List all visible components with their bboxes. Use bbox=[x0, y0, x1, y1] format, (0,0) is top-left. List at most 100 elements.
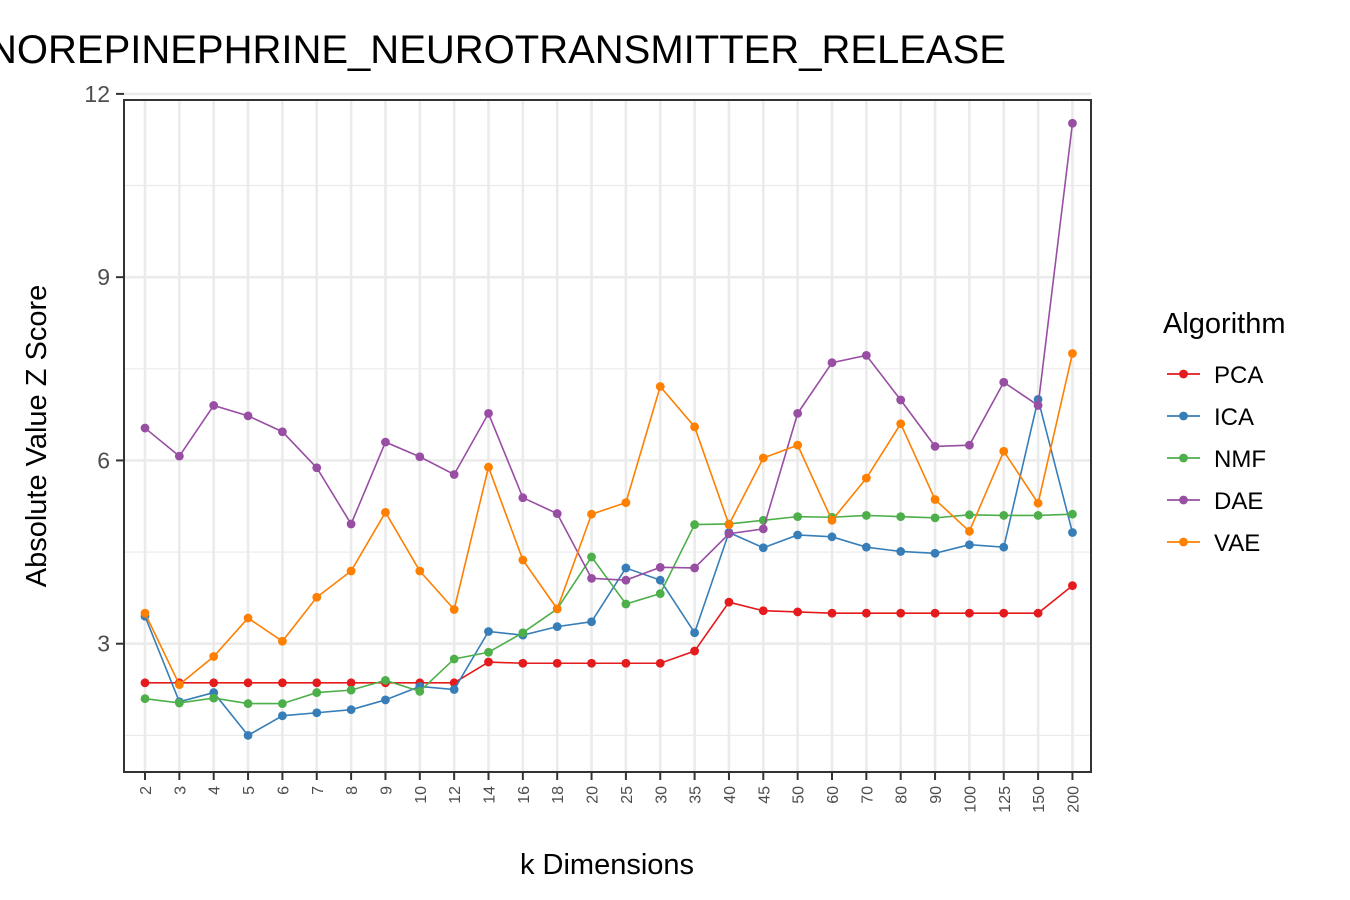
x-tick-label: 12 bbox=[447, 786, 464, 804]
x-tick-label: 16 bbox=[516, 786, 533, 804]
data-point-nmf bbox=[1033, 511, 1043, 520]
data-point-vae bbox=[793, 440, 803, 450]
legend-title: Algorithm bbox=[1163, 308, 1286, 340]
data-point-nmf bbox=[484, 647, 493, 657]
data-point-vae bbox=[655, 382, 665, 391]
data-point-pca bbox=[861, 608, 871, 618]
data-point-vae bbox=[346, 566, 356, 576]
data-point-nmf bbox=[1068, 509, 1077, 519]
data-point-dae bbox=[415, 452, 425, 462]
data-point-pca bbox=[930, 608, 940, 618]
legend-item-ica: ICA bbox=[1167, 404, 1254, 431]
data-point-dae bbox=[484, 408, 493, 418]
data-point-dae bbox=[896, 395, 906, 405]
legend-label: ICA bbox=[1214, 404, 1254, 431]
data-point-dae bbox=[861, 350, 871, 360]
data-point-nmf bbox=[896, 512, 906, 522]
data-point-dae bbox=[999, 377, 1009, 387]
y-tick-label: 3 bbox=[97, 631, 110, 657]
data-point-ica bbox=[690, 628, 699, 638]
data-point-dae bbox=[965, 440, 974, 450]
data-point-vae bbox=[621, 498, 631, 507]
x-tick-label: 125 bbox=[997, 786, 1014, 813]
data-point-pca bbox=[999, 608, 1009, 618]
x-tick-label: 35 bbox=[688, 786, 705, 804]
data-point-dae bbox=[518, 493, 528, 503]
data-point-pca bbox=[587, 658, 596, 668]
data-point-pca bbox=[965, 608, 974, 618]
data-point-pca bbox=[793, 607, 803, 617]
data-point-vae bbox=[381, 507, 390, 517]
data-point-nmf bbox=[690, 520, 699, 529]
legend-key-point bbox=[1179, 369, 1188, 379]
data-point-vae bbox=[930, 495, 940, 504]
x-tick-label: 30 bbox=[653, 786, 670, 804]
data-point-pca bbox=[278, 678, 287, 688]
data-point-ica bbox=[965, 540, 974, 550]
data-point-nmf bbox=[415, 686, 425, 696]
data-point-pca bbox=[724, 597, 734, 607]
data-point-ica bbox=[793, 530, 803, 540]
data-point-vae bbox=[896, 419, 906, 429]
data-point-dae bbox=[1068, 118, 1077, 128]
x-tick-label: 10 bbox=[413, 786, 430, 804]
data-point-dae bbox=[140, 423, 150, 433]
x-tick-label: 4 bbox=[207, 786, 224, 795]
data-point-ica bbox=[758, 543, 768, 553]
data-point-pca bbox=[758, 606, 768, 616]
x-tick-label: 18 bbox=[550, 786, 567, 804]
series-nmf bbox=[140, 509, 1077, 708]
x-tick-label: 5 bbox=[241, 786, 258, 795]
data-point-nmf bbox=[930, 513, 940, 523]
y-tick-label: 12 bbox=[84, 81, 110, 107]
data-point-pca bbox=[655, 658, 665, 668]
x-tick-label: 6 bbox=[275, 786, 292, 795]
x-tick-label: 90 bbox=[928, 786, 945, 804]
data-point-dae bbox=[278, 427, 287, 437]
data-point-vae bbox=[758, 453, 768, 463]
data-point-pca bbox=[621, 658, 631, 668]
data-point-ica bbox=[621, 563, 631, 573]
data-point-nmf bbox=[999, 511, 1009, 520]
data-point-pca bbox=[1068, 581, 1077, 591]
series-vae bbox=[140, 349, 1077, 690]
data-point-dae bbox=[552, 509, 562, 518]
x-tick-label: 50 bbox=[791, 786, 808, 804]
data-point-ica bbox=[312, 708, 322, 718]
x-tick-label: 200 bbox=[1065, 786, 1082, 813]
x-tick-label: 45 bbox=[756, 786, 773, 804]
series-pca bbox=[140, 581, 1077, 688]
data-point-dae bbox=[655, 562, 665, 572]
data-point-dae bbox=[381, 437, 390, 447]
legend-key-point bbox=[1179, 411, 1188, 421]
legend: Algorithm PCA ICA NMF DAE VAE bbox=[1163, 308, 1286, 557]
series-line-pca bbox=[145, 585, 1073, 684]
data-point-dae bbox=[793, 408, 803, 418]
x-axis-title: k Dimensions bbox=[520, 849, 694, 881]
data-point-ica bbox=[552, 622, 562, 632]
data-point-vae bbox=[587, 509, 596, 519]
data-point-pca bbox=[140, 678, 150, 688]
legend-item-vae: VAE bbox=[1167, 530, 1260, 557]
data-point-nmf bbox=[209, 693, 219, 703]
data-point-vae bbox=[278, 636, 287, 646]
data-point-ica bbox=[1068, 528, 1077, 537]
legend-item-pca: PCA bbox=[1167, 362, 1263, 389]
series-line-ica bbox=[144, 399, 1074, 737]
data-point-nmf bbox=[140, 694, 150, 704]
x-tick-label: 3 bbox=[172, 786, 189, 795]
data-point-ica bbox=[449, 685, 459, 694]
data-point-dae bbox=[1033, 401, 1043, 410]
plot-series bbox=[140, 118, 1077, 740]
y-tick-label: 6 bbox=[97, 447, 110, 473]
data-point-ica bbox=[346, 705, 356, 715]
data-point-vae bbox=[312, 592, 322, 602]
data-point-vae bbox=[1068, 349, 1077, 358]
data-point-vae bbox=[965, 526, 974, 536]
data-point-pca bbox=[552, 658, 562, 668]
data-point-nmf bbox=[312, 688, 322, 697]
data-point-vae bbox=[484, 462, 493, 472]
x-tick-label: 25 bbox=[619, 786, 636, 804]
